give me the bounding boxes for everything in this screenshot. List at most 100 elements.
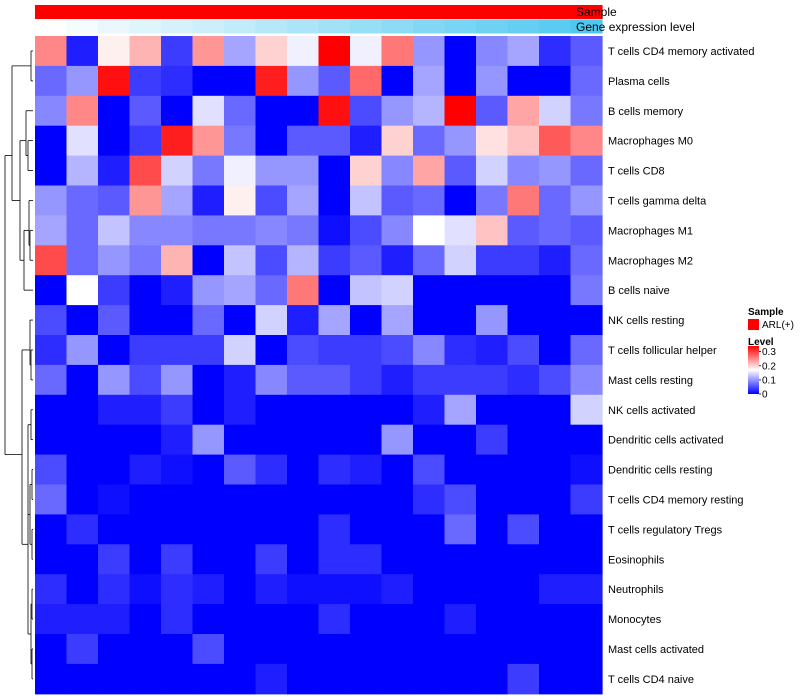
heatmap-cell — [161, 335, 194, 366]
heatmap-cell — [507, 215, 540, 246]
heatmap-cell — [539, 95, 572, 127]
heatmap-cell — [476, 574, 509, 605]
heatmap-cell — [35, 364, 68, 396]
heatmap-cell — [224, 125, 257, 157]
heatmap-cell — [413, 95, 446, 127]
heatmap-cell — [476, 155, 509, 187]
heatmap-cell — [413, 65, 446, 97]
heatmap-cell — [350, 65, 383, 97]
heatmap-cell — [476, 454, 509, 486]
heatmap-cell — [539, 275, 572, 306]
heatmap-cell — [476, 634, 509, 665]
heatmap-cell — [507, 245, 540, 276]
heatmap-cell — [35, 424, 68, 456]
heatmap-cell — [350, 574, 383, 605]
heatmap-cell — [255, 95, 288, 127]
heatmap-cell — [224, 484, 257, 515]
heatmap-cell — [413, 275, 446, 306]
heatmap-cell — [129, 335, 162, 366]
heatmap-cell — [35, 95, 68, 127]
heatmap-cell — [192, 394, 225, 426]
heatmap-cell — [255, 454, 288, 486]
legend: Sample ARL(+) Level 0.3 0.2 0.1 0 — [748, 307, 794, 401]
heatmap-cell — [161, 604, 194, 635]
heatmap-cell — [192, 65, 225, 97]
heatmap-cell — [476, 305, 509, 336]
legend-sample-swatch — [748, 319, 759, 330]
heatmap-cell — [35, 663, 68, 695]
row-label: Dendritic cells resting — [608, 465, 713, 477]
heatmap-cells — [35, 36, 603, 695]
heatmap-cell — [192, 663, 225, 695]
heatmap-cell — [66, 634, 99, 665]
heatmap-cell — [570, 185, 603, 216]
heatmap-cell — [287, 185, 320, 216]
heatmap-cell — [192, 424, 225, 456]
heatmap-cell — [539, 245, 572, 276]
heatmap-cell — [444, 185, 477, 216]
heatmap-cell — [381, 574, 414, 605]
heatmap-cell — [507, 275, 540, 306]
heatmap-cell — [255, 424, 288, 456]
heatmap-cell — [539, 454, 572, 486]
heatmap-cell — [570, 275, 603, 306]
heatmap-cell — [255, 514, 288, 545]
heatmap-cell — [381, 604, 414, 635]
heatmap-cell — [318, 634, 351, 665]
heatmap-cell — [192, 125, 225, 157]
heatmap-cell — [129, 663, 162, 695]
heatmap-cell — [287, 544, 320, 575]
heatmap-cell — [413, 245, 446, 276]
heatmap-cell — [129, 275, 162, 306]
heatmap-cell — [66, 275, 99, 306]
heatmap-cell — [161, 514, 194, 545]
heatmap-cell — [350, 185, 383, 216]
heatmap-cell — [476, 275, 509, 306]
heatmap-cell — [318, 185, 351, 216]
heatmap-cell — [161, 155, 194, 187]
heatmap-cell — [570, 394, 603, 426]
heatmap-cell — [129, 454, 162, 486]
heatmap-cell — [507, 335, 540, 366]
heatmap-cell — [255, 574, 288, 605]
heatmap-cell — [66, 155, 99, 187]
sample-annotation-cell — [255, 5, 288, 19]
heatmap-cell — [255, 604, 288, 635]
row-label: T cells regulatory Tregs — [608, 524, 723, 536]
heatmap-cell — [413, 544, 446, 575]
heatmap-cell — [35, 604, 68, 635]
sample-annotation-cell — [161, 5, 194, 19]
heatmap-cell — [350, 544, 383, 575]
annotation-bars — [35, 5, 603, 34]
heatmap-cell — [35, 155, 68, 187]
row-labels: T cells CD4 memory activated Plasma cells… — [608, 46, 755, 686]
heatmap-cell — [35, 574, 68, 605]
heatmap-cell — [129, 484, 162, 515]
row-label: T cells CD4 memory activated — [608, 46, 755, 58]
heatmap-cell — [507, 185, 540, 216]
heatmap-cell — [570, 574, 603, 605]
heatmap-cell — [539, 574, 572, 605]
heatmap-cell — [570, 305, 603, 336]
heatmap-cell — [413, 155, 446, 187]
heatmap-cell — [539, 65, 572, 97]
heatmap-cell — [66, 95, 99, 127]
heatmap-cell — [287, 36, 320, 67]
heatmap-cell — [98, 663, 131, 695]
heatmap-cell — [570, 634, 603, 665]
heatmap-cell — [66, 305, 99, 336]
heatmap-cell — [318, 484, 351, 515]
row-label: Monocytes — [608, 614, 662, 626]
heatmap-cell — [507, 305, 540, 336]
heatmap-cell — [224, 305, 257, 336]
heatmap-cell — [570, 125, 603, 157]
heatmap-cell — [381, 245, 414, 276]
expression-annotation-cell — [66, 19, 99, 34]
heatmap-cell — [161, 36, 194, 67]
heatmap-cell — [539, 125, 572, 157]
heatmap-cell — [350, 484, 383, 515]
heatmap-cell — [255, 185, 288, 216]
heatmap-cell — [161, 394, 194, 426]
heatmap-cell — [444, 484, 477, 515]
heatmap-cell — [350, 604, 383, 635]
